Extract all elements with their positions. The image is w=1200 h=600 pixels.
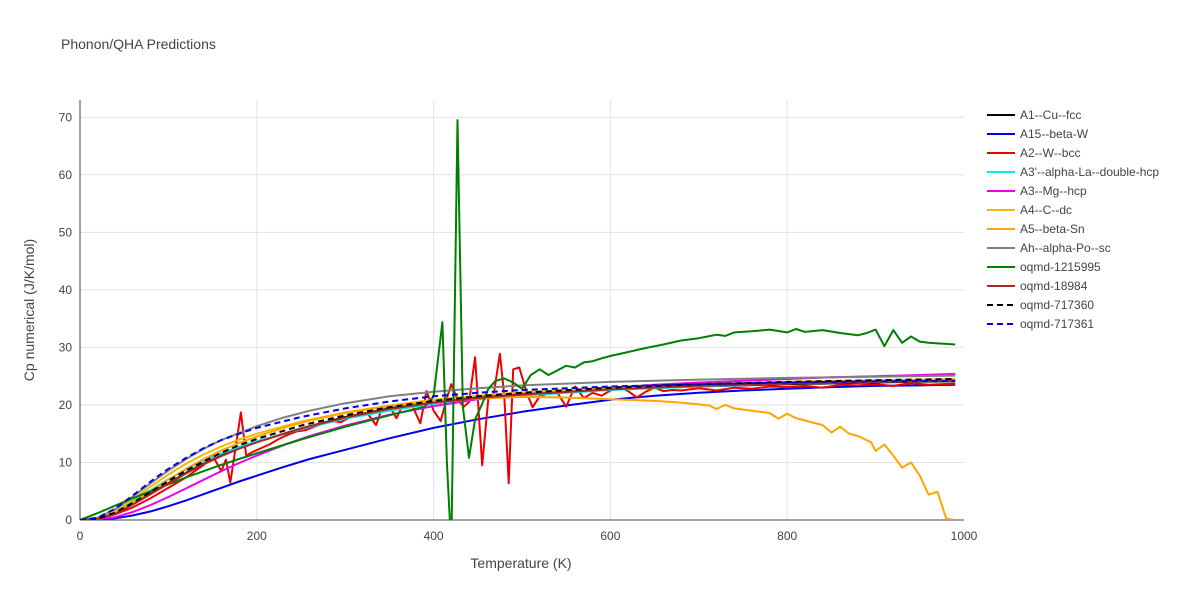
- y-axis-title: Cp numerical (J/K/mol): [21, 239, 37, 381]
- x-tick-label: 400: [424, 529, 444, 543]
- legend-label: A4--C--dc: [1020, 203, 1072, 217]
- legend-label: oqmd-1215995: [1020, 260, 1101, 274]
- axes: 0 10 20 30 40 50 60 70 0 200 400 600 800 1000: [59, 100, 978, 543]
- series-line: [80, 395, 956, 520]
- series-line: [80, 374, 956, 520]
- series-line: [80, 378, 956, 520]
- legend-label: oqmd-717360: [1020, 298, 1094, 312]
- legend-item[interactable]: A3'--alpha-La--double-hcp: [987, 165, 1159, 179]
- legend-item[interactable]: A3--Mg--hcp: [987, 184, 1087, 198]
- x-tick-label: 0: [77, 529, 84, 543]
- y-tick-label: 70: [59, 110, 73, 124]
- gridlines: [80, 100, 964, 520]
- series-lines: [80, 119, 956, 520]
- legend-label: A15--beta-W: [1020, 127, 1089, 141]
- y-tick-label: 20: [59, 398, 73, 412]
- x-tick-label: 1000: [951, 529, 978, 543]
- series-line: [80, 378, 956, 520]
- legend-item[interactable]: oqmd-717360: [987, 298, 1094, 312]
- legend-item[interactable]: Ah--alpha-Po--sc: [987, 241, 1111, 255]
- y-tick-label: 50: [59, 225, 73, 239]
- legend[interactable]: A1--Cu--fcc A15--beta-W A2--W--bcc A3'--alp…: [987, 108, 1159, 331]
- y-tick-label: 30: [59, 340, 73, 354]
- x-tick-label: 600: [600, 529, 620, 543]
- series-line: [80, 379, 956, 520]
- legend-item[interactable]: oqmd-1215995: [987, 260, 1101, 274]
- series-line: [80, 379, 956, 520]
- y-tick-label: 0: [65, 513, 72, 527]
- legend-item[interactable]: A1--Cu--fcc: [987, 108, 1081, 122]
- legend-label: A1--Cu--fcc: [1020, 108, 1081, 122]
- series-line: [80, 383, 956, 520]
- legend-label: A3--Mg--hcp: [1020, 184, 1087, 198]
- legend-item[interactable]: A5--beta-Sn: [987, 222, 1085, 236]
- chart-title: Phonon/QHA Predictions: [61, 36, 216, 52]
- legend-item[interactable]: A15--beta-W: [987, 127, 1089, 141]
- x-axis-title: Temperature (K): [470, 555, 571, 571]
- legend-label: A3'--alpha-La--double-hcp: [1020, 165, 1159, 179]
- legend-item[interactable]: A4--C--dc: [987, 203, 1072, 217]
- legend-label: A5--beta-Sn: [1020, 222, 1085, 236]
- x-tick-label: 200: [247, 529, 267, 543]
- series-line: [80, 119, 956, 520]
- y-tick-label: 60: [59, 168, 73, 182]
- y-tick-label: 40: [59, 283, 73, 297]
- y-tick-label: 10: [59, 455, 73, 469]
- series-line: [80, 352, 956, 520]
- legend-item[interactable]: A2--W--bcc: [987, 146, 1080, 160]
- legend-label: Ah--alpha-Po--sc: [1020, 241, 1111, 255]
- legend-label: oqmd-18984: [1020, 279, 1088, 293]
- legend-label: A2--W--bcc: [1020, 146, 1080, 160]
- legend-item[interactable]: oqmd-717361: [987, 317, 1094, 331]
- x-tick-label: 800: [777, 529, 797, 543]
- legend-label: oqmd-717361: [1020, 317, 1094, 331]
- legend-item[interactable]: oqmd-18984: [987, 279, 1088, 293]
